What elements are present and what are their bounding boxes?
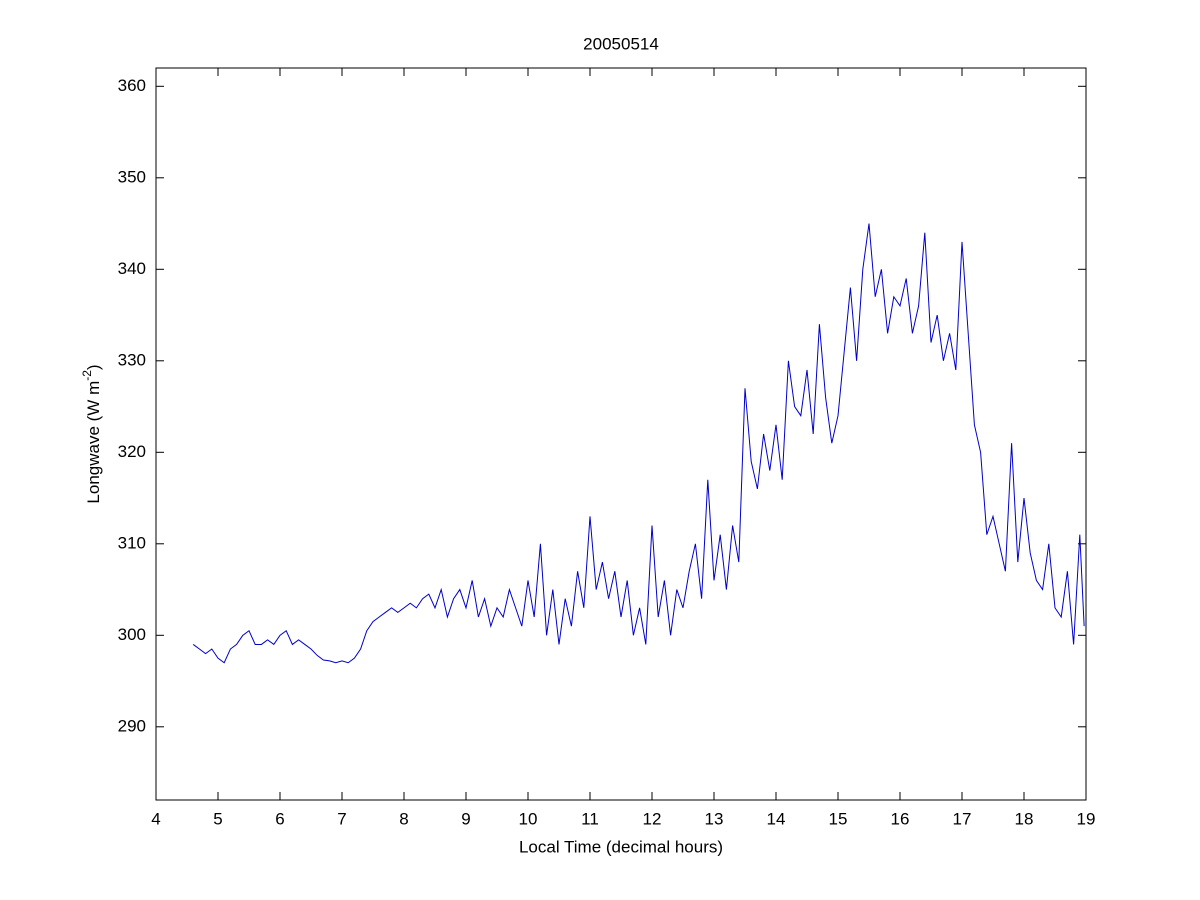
x-axis-label: Local Time (decimal hours) — [519, 837, 723, 856]
y-tick-label: 340 — [118, 259, 146, 278]
plot-frame — [155, 67, 1087, 801]
y-axis-label: Longwave (W m-2) — [80, 364, 103, 503]
y-tick-label: 320 — [118, 442, 146, 461]
y-tick-label: 360 — [118, 76, 146, 95]
x-tick-label: 11 — [581, 809, 599, 828]
y-tick-label: 290 — [118, 716, 146, 735]
x-tick-label: 13 — [705, 809, 724, 828]
x-tick-label: 15 — [829, 809, 848, 828]
x-tick-label: 14 — [767, 809, 786, 828]
data-line — [192, 223, 1085, 664]
x-tick-label: 4 — [151, 809, 160, 828]
x-tick-label: 19 — [1077, 809, 1096, 828]
y-tick-label: 350 — [118, 167, 146, 186]
y-axis-label-suffix: ) — [84, 364, 103, 370]
x-tick-label: 17 — [953, 809, 972, 828]
x-tick-label: 16 — [891, 809, 910, 828]
x-tick-label: 9 — [461, 809, 470, 828]
x-tick-label: 5 — [213, 809, 222, 828]
x-tick-label: 8 — [399, 809, 408, 828]
y-tick-label: 300 — [118, 625, 146, 644]
y-axis-label-text: Longwave (W m — [84, 381, 103, 504]
y-axis-label-superscript: -2 — [80, 370, 94, 381]
x-tick-label: 10 — [519, 809, 538, 828]
chart-title: 20050514 — [583, 34, 659, 53]
y-tick-label: 330 — [118, 350, 146, 369]
x-tick-label: 18 — [1015, 809, 1034, 828]
x-tick-label: 12 — [643, 809, 662, 828]
x-tick-label: 6 — [275, 809, 284, 828]
x-tick-label: 7 — [337, 809, 346, 828]
y-tick-label: 310 — [118, 533, 146, 552]
